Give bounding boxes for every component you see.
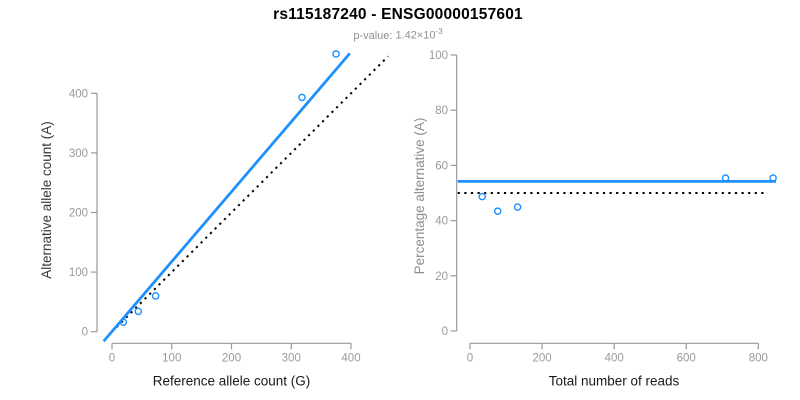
- data-point: [298, 93, 306, 102]
- data-point: [151, 292, 160, 300]
- x-tick-label: 300: [282, 353, 301, 365]
- regression-line: [102, 52, 351, 343]
- y-tick-label: 20: [435, 271, 448, 283]
- x-tick-label: 0: [109, 353, 115, 365]
- y-tick-label: 0: [442, 326, 448, 338]
- x-tick-label: 600: [677, 353, 696, 365]
- x-tick-label: 0: [467, 353, 473, 365]
- x-tick-label: 800: [749, 353, 768, 365]
- y-tick-label: 300: [69, 148, 88, 160]
- data-point: [721, 174, 730, 182]
- x-tick-label: 400: [605, 353, 624, 365]
- p-value-exponent: -3: [435, 27, 443, 36]
- data-point: [134, 307, 143, 316]
- y-axis-title: Alternative allele count (A): [39, 121, 54, 279]
- p-value-mantissa: 1.42: [395, 29, 417, 42]
- plot-title: rs115187240 - ENSG00000157601: [273, 6, 523, 23]
- y-tick-label: 200: [69, 208, 88, 220]
- data-point: [513, 203, 522, 211]
- data-point: [769, 174, 777, 182]
- figure-header: rs115187240 - ENSG00000157601 p-value: 1.…: [0, 6, 796, 42]
- data-point: [493, 207, 502, 216]
- data-point: [119, 318, 128, 326]
- left-plot: 0 100 200 300 400 0 100 200 300 400 Reference alle…: [39, 50, 389, 389]
- y-tick-label: 100: [69, 267, 88, 279]
- p-value-subtitle: p-value: 1.42×10-3: [0, 27, 796, 42]
- y-tick-label: 40: [435, 216, 448, 228]
- identity-line: [111, 55, 389, 333]
- x-tick-label: 100: [162, 353, 181, 365]
- data-point: [478, 192, 487, 201]
- y-tick-label: 400: [69, 88, 88, 100]
- x-tick-label: 400: [341, 353, 360, 365]
- y-axis-title: Percentage alternative (A): [412, 118, 427, 275]
- y-tick-label: 60: [435, 160, 448, 172]
- p-value-label: p-value:: [353, 29, 393, 42]
- x-axis-title: Total number of reads: [549, 374, 680, 389]
- data-point: [332, 50, 340, 58]
- x-tick-label: 200: [532, 353, 551, 365]
- y-tick-label: 0: [82, 327, 88, 339]
- y-tick-label: 100: [429, 50, 448, 62]
- p-value-base: ×10: [416, 29, 436, 42]
- right-plot: 0 20 40 60 80 100 0 200 400 600 800 Total number of…: [412, 50, 777, 389]
- x-axis-title: Reference allele count (G): [153, 374, 311, 389]
- y-tick-label: 80: [435, 105, 448, 117]
- x-tick-label: 200: [222, 353, 241, 365]
